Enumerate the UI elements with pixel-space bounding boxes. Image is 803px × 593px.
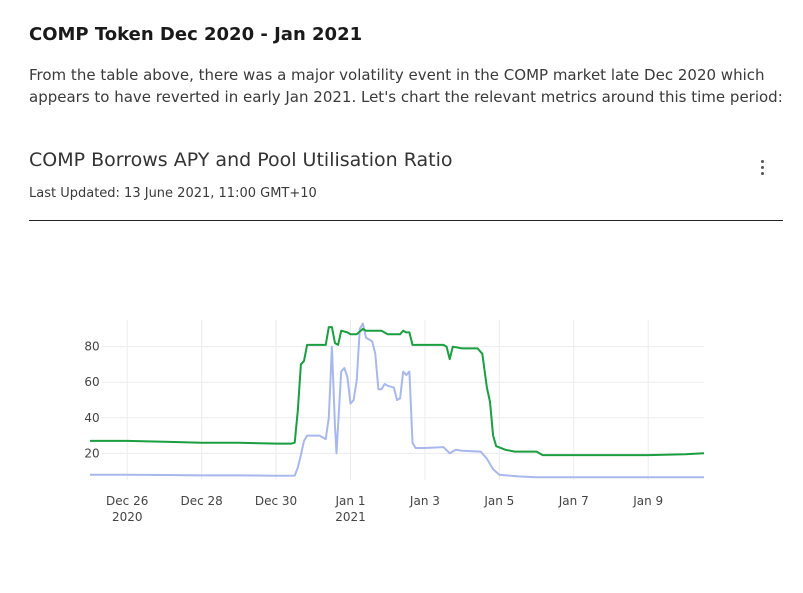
x-tick-label: Dec 30 (255, 494, 297, 508)
x-tick-label: Dec 26 (106, 494, 148, 508)
series-line-blue (90, 322, 704, 479)
series-layer (90, 322, 705, 479)
y-gridlines (102, 346, 704, 454)
series-line-green (90, 326, 705, 457)
y-tick-label: 60 (84, 375, 99, 389)
y-tick-label: 40 (84, 411, 99, 425)
chart-card-title: COMP Borrows APY and Pool Utilisation Ra… (29, 149, 453, 171)
x-tick-label: Jan 7 (558, 494, 589, 508)
x-tick-label: Dec 28 (180, 494, 222, 508)
x-tick-label: Jan 3 (409, 494, 440, 508)
x-tick-label: Jan 9 (632, 494, 663, 508)
y-axis-tick-labels: 20 40 60 80 (84, 340, 99, 461)
x-tick-sublabel: 2020 (112, 510, 143, 524)
section-title: COMP Token Dec 2020 - Jan 2021 (29, 24, 363, 45)
section-intro-text: From the table above, there was a major … (29, 66, 783, 106)
x-axis-tick-labels: Dec 26 2020 Dec 28 Dec 30 Jan 1 2021 Jan 3 Jan … (106, 494, 663, 524)
y-tick-label: 80 (84, 340, 99, 354)
kebab-vertical-icon[interactable] (754, 156, 772, 178)
line-chart: 20 40 60 80 Dec 26 2020 Dec 28 Dec 30 Jan 1 2021… (84, 320, 705, 524)
last-updated-text: Last Updated: 13 June 2021, 11:00 GMT+10 (29, 186, 317, 201)
x-tick-label: Jan 1 (335, 494, 366, 508)
y-tick-label: 20 (84, 446, 99, 460)
x-tick-sublabel: 2021 (335, 510, 366, 524)
x-tick-label: Jan 5 (483, 494, 514, 508)
card-divider (29, 220, 783, 221)
